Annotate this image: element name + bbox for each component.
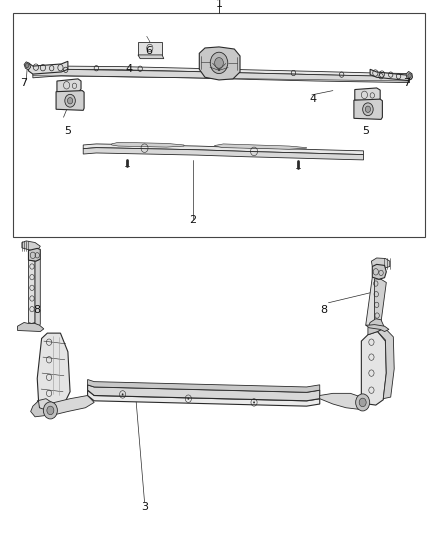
- Circle shape: [408, 74, 411, 78]
- Circle shape: [25, 63, 29, 68]
- Polygon shape: [406, 71, 413, 80]
- Polygon shape: [83, 148, 364, 160]
- Polygon shape: [354, 99, 382, 119]
- Circle shape: [365, 106, 371, 112]
- Polygon shape: [372, 264, 386, 279]
- Text: 6: 6: [145, 46, 152, 55]
- Polygon shape: [374, 279, 386, 328]
- Circle shape: [122, 393, 124, 395]
- Polygon shape: [33, 66, 410, 77]
- Circle shape: [253, 401, 255, 403]
- Polygon shape: [199, 47, 240, 80]
- Circle shape: [65, 94, 75, 107]
- Text: 8: 8: [321, 305, 328, 315]
- Polygon shape: [88, 385, 320, 401]
- Circle shape: [359, 398, 366, 407]
- Polygon shape: [138, 42, 162, 55]
- Polygon shape: [18, 322, 44, 332]
- Polygon shape: [88, 390, 320, 406]
- Polygon shape: [37, 395, 94, 416]
- Circle shape: [215, 58, 223, 68]
- Polygon shape: [366, 277, 381, 327]
- Polygon shape: [215, 144, 307, 149]
- Polygon shape: [31, 401, 50, 417]
- Polygon shape: [370, 69, 412, 80]
- Polygon shape: [33, 69, 410, 83]
- Bar: [13, 13, 425, 237]
- Polygon shape: [361, 332, 386, 405]
- Text: 5: 5: [362, 126, 369, 135]
- Polygon shape: [28, 61, 68, 74]
- Polygon shape: [320, 393, 368, 409]
- Polygon shape: [24, 62, 31, 70]
- Polygon shape: [57, 79, 81, 92]
- Polygon shape: [355, 88, 380, 101]
- Circle shape: [67, 98, 73, 104]
- Circle shape: [210, 52, 228, 74]
- Circle shape: [187, 398, 189, 400]
- Polygon shape: [366, 325, 389, 332]
- Circle shape: [356, 394, 370, 411]
- Polygon shape: [368, 319, 385, 335]
- Text: 4: 4: [126, 64, 133, 74]
- Polygon shape: [138, 55, 164, 59]
- Polygon shape: [88, 379, 320, 392]
- Polygon shape: [22, 241, 40, 251]
- Polygon shape: [378, 328, 394, 399]
- Polygon shape: [83, 144, 364, 155]
- Text: 7: 7: [21, 78, 28, 87]
- Circle shape: [43, 402, 57, 419]
- Polygon shape: [28, 260, 35, 324]
- Text: 8: 8: [34, 305, 41, 315]
- Polygon shape: [37, 333, 70, 408]
- Circle shape: [47, 406, 54, 415]
- Text: 5: 5: [64, 126, 71, 135]
- Polygon shape: [371, 258, 390, 269]
- Polygon shape: [56, 91, 84, 110]
- Text: 2: 2: [189, 215, 196, 225]
- Text: 7: 7: [403, 78, 410, 87]
- Circle shape: [363, 103, 373, 116]
- Text: 4: 4: [310, 94, 317, 103]
- Text: 1: 1: [215, 0, 223, 9]
- Polygon shape: [112, 142, 184, 147]
- Polygon shape: [28, 248, 40, 261]
- Polygon shape: [35, 259, 40, 326]
- Text: 3: 3: [141, 503, 148, 512]
